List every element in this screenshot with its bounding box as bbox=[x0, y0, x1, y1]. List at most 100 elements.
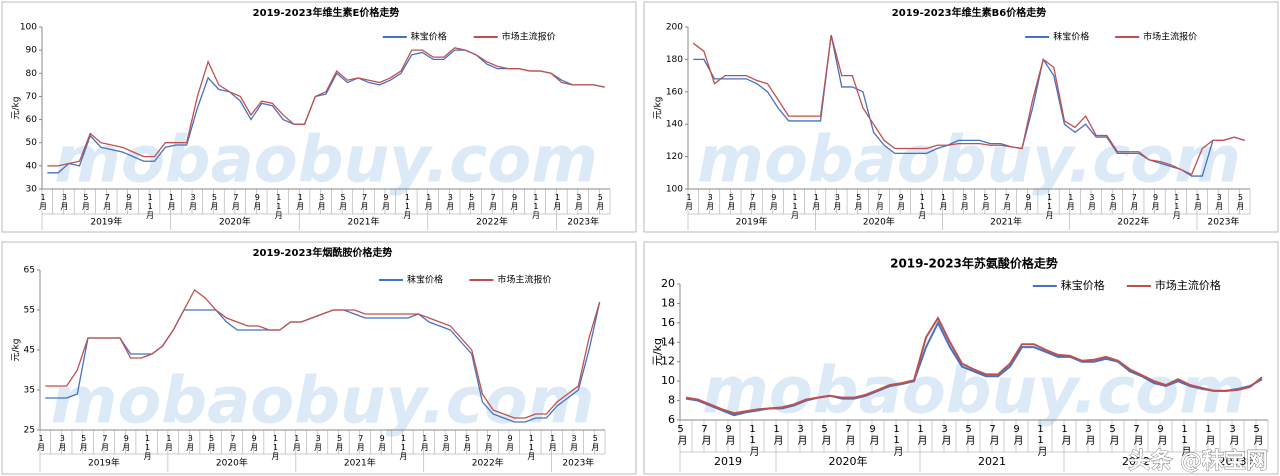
panel-border bbox=[643, 1, 1279, 233]
x-tick-label: 9月 bbox=[124, 193, 133, 211]
x-tick-label: 9月 bbox=[506, 434, 515, 452]
x-tick-label: 11月 bbox=[531, 193, 540, 220]
x-tick-label: 5月 bbox=[335, 434, 344, 452]
x-tick-label: 7月 bbox=[1130, 193, 1139, 211]
x-tick-label: 11月 bbox=[891, 424, 903, 457]
year-label: 2023年 bbox=[1219, 454, 1258, 468]
year-label: 2023年 bbox=[567, 216, 599, 228]
x-tick-label: 1月 bbox=[37, 434, 46, 452]
y-tick-label: 8 bbox=[668, 394, 675, 407]
x-tick-label: 5月 bbox=[463, 434, 472, 452]
x-tick-label: 11月 bbox=[1172, 193, 1181, 220]
legend-label: 秣宝价格 bbox=[1061, 278, 1105, 292]
x-tick-label: 1月 bbox=[164, 434, 173, 452]
x-tick-label: 9月 bbox=[122, 434, 131, 452]
x-tick-label: 5月 bbox=[1107, 424, 1119, 446]
x-tick-label: 1月 bbox=[1203, 424, 1215, 446]
x-tick-label: 3月 bbox=[795, 424, 807, 446]
x-tick-label: 5月 bbox=[819, 424, 831, 446]
year-label: 2021年 bbox=[344, 457, 376, 469]
y-tick-label: 50 bbox=[26, 138, 38, 148]
series-line bbox=[47, 47, 605, 167]
y-tick-label: 160 bbox=[666, 87, 683, 97]
x-tick-label: 3月 bbox=[939, 424, 951, 446]
x-tick-label: 3月 bbox=[314, 434, 323, 452]
y-tick-label: 100 bbox=[20, 23, 37, 33]
x-tick-label: 1月 bbox=[553, 193, 562, 211]
y-tick-label: 20 bbox=[661, 277, 675, 290]
year-label: 2021年 bbox=[348, 216, 380, 228]
x-tick-label: 1月 bbox=[292, 434, 301, 452]
year-label: 2020年 bbox=[219, 216, 251, 228]
x-tick-label: 1月 bbox=[39, 193, 48, 211]
year-label: 2019年 bbox=[90, 216, 122, 228]
x-tick-label: 11月 bbox=[1179, 424, 1191, 457]
year-label: 2020年 bbox=[829, 454, 868, 468]
x-tick-label: 3月 bbox=[60, 193, 69, 211]
x-tick-label: 11月 bbox=[918, 193, 927, 220]
x-tick-label: 9月 bbox=[250, 434, 259, 452]
x-tick-label: 5月 bbox=[210, 193, 219, 211]
x-tick-label: 5月 bbox=[1236, 193, 1245, 211]
x-tick-label: 9月 bbox=[381, 193, 390, 211]
legend-label: 秣宝价格 bbox=[407, 274, 443, 286]
x-tick-label: 7月 bbox=[748, 193, 757, 211]
x-tick-label: 9月 bbox=[897, 193, 906, 211]
panel-border bbox=[1, 1, 637, 233]
x-tick-label: 5月 bbox=[467, 193, 476, 211]
series-line bbox=[45, 289, 601, 419]
legend-label: 市场主流报价 bbox=[497, 274, 551, 286]
x-tick-label: 3月 bbox=[1083, 424, 1095, 446]
x-tick-label: 1月 bbox=[939, 193, 948, 211]
x-tick-label: 3月 bbox=[570, 434, 579, 452]
x-tick-label: 11月 bbox=[747, 424, 759, 457]
y-tick-label: 30 bbox=[26, 185, 38, 195]
x-tick-label: 5月 bbox=[207, 434, 216, 452]
x-tick-label: 5月 bbox=[854, 193, 863, 211]
x-tick-label: 11月 bbox=[146, 193, 155, 220]
x-tick-label: 3月 bbox=[1227, 424, 1239, 446]
legend-label: 市场主流报价 bbox=[502, 31, 556, 43]
y-tick-label: 10 bbox=[661, 374, 675, 387]
x-tick-label: 9月 bbox=[253, 193, 262, 211]
x-tick-label: 5月 bbox=[596, 193, 605, 211]
year-label: 2023年 bbox=[562, 457, 594, 469]
x-tick-label: 11月 bbox=[143, 434, 152, 461]
series-line bbox=[685, 315, 1263, 415]
chart-title: 2019-2023年维生素E价格走势 bbox=[253, 6, 400, 19]
x-tick-label: 1月 bbox=[420, 434, 429, 452]
x-tick-label: 7月 bbox=[489, 193, 498, 211]
y-tick-label: 65 bbox=[24, 266, 35, 276]
x-tick-label: 11月 bbox=[527, 434, 536, 461]
x-tick-label: 9月 bbox=[1155, 424, 1167, 446]
x-tick-label: 1月 bbox=[771, 424, 783, 446]
x-tick-label: 9月 bbox=[1024, 193, 1033, 211]
x-tick-label: 9月 bbox=[378, 434, 387, 452]
y-tick-label: 18 bbox=[661, 296, 675, 309]
legend-label: 市场主流价格 bbox=[1155, 278, 1221, 292]
x-tick-label: 3月 bbox=[833, 193, 842, 211]
x-tick-label: 3月 bbox=[960, 193, 969, 211]
x-tick-label: 5月 bbox=[727, 193, 736, 211]
x-tick-label: 11月 bbox=[1045, 193, 1054, 220]
x-tick-label: 5月 bbox=[81, 193, 90, 211]
x-tick-label: 1月 bbox=[685, 193, 694, 211]
x-tick-label: 7月 bbox=[228, 434, 237, 452]
x-tick-label: 1月 bbox=[1059, 424, 1071, 446]
x-tick-label: 11月 bbox=[271, 434, 280, 461]
year-label: 2022年 bbox=[476, 216, 508, 228]
x-tick-label: 1月 bbox=[812, 193, 821, 211]
legend-label: 秣宝价格 bbox=[411, 31, 447, 43]
year-label: 2021 bbox=[978, 455, 1006, 468]
y-tick-label: 16 bbox=[661, 316, 675, 329]
x-tick-label: 5月 bbox=[79, 434, 88, 452]
series-line bbox=[692, 34, 1245, 176]
x-tick-label: 11月 bbox=[791, 193, 800, 220]
y-axis-label: 元/kg bbox=[12, 339, 22, 362]
x-tick-label: 1月 bbox=[915, 424, 927, 446]
x-tick-label: 11月 bbox=[399, 434, 408, 461]
x-tick-label: 3月 bbox=[706, 193, 715, 211]
x-tick-label: 9月 bbox=[510, 193, 519, 211]
y-tick-label: 6 bbox=[668, 413, 675, 426]
y-tick-label: 25 bbox=[24, 426, 35, 436]
